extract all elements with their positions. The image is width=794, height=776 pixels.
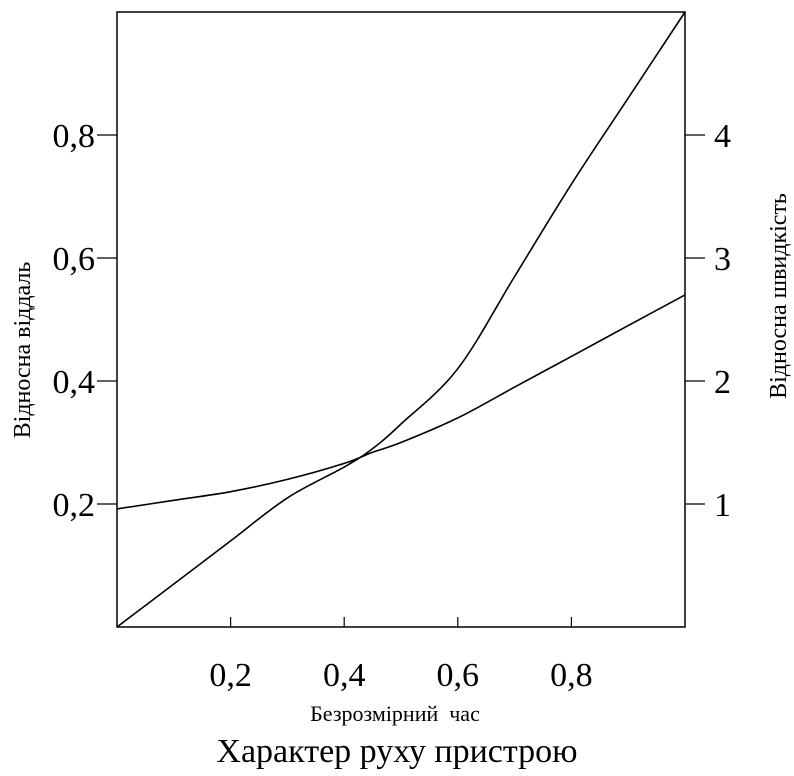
- y-right-tick-label: 3: [714, 241, 731, 278]
- y-right-tick-label: 2: [714, 364, 731, 401]
- distance-line: [116, 11, 686, 628]
- x-axis-title: Безрозмірний час: [310, 701, 480, 726]
- y-right-tick-label: 4: [714, 118, 731, 155]
- velocity-line: [116, 294, 686, 510]
- y-left-tick-label: 0,2: [53, 487, 96, 524]
- y-right-axis-title: Відносна швидкість: [766, 193, 792, 399]
- x-tick-label: 0,8: [550, 657, 593, 694]
- y-left-axis-title: Відносна віддаль: [10, 262, 36, 439]
- x-tick-label: 0,6: [437, 657, 480, 694]
- x-tick-label: 0,4: [323, 657, 366, 694]
- series: [116, 11, 686, 628]
- plot-frame: [116, 11, 686, 628]
- y-left-tick-label: 0,4: [53, 364, 96, 401]
- x-tick-label: 0,2: [209, 657, 252, 694]
- y-right-tick-label: 1: [714, 487, 731, 524]
- y-left-tick-label: 0,8: [53, 118, 96, 155]
- ticks: 0,2 0,4 0,6 0,8 0,2 0,4 0,6 0,8 1 2 3 4: [53, 118, 732, 694]
- chart-title: Характер руху пристрою: [216, 733, 577, 770]
- y-left-tick-label: 0,6: [53, 241, 96, 278]
